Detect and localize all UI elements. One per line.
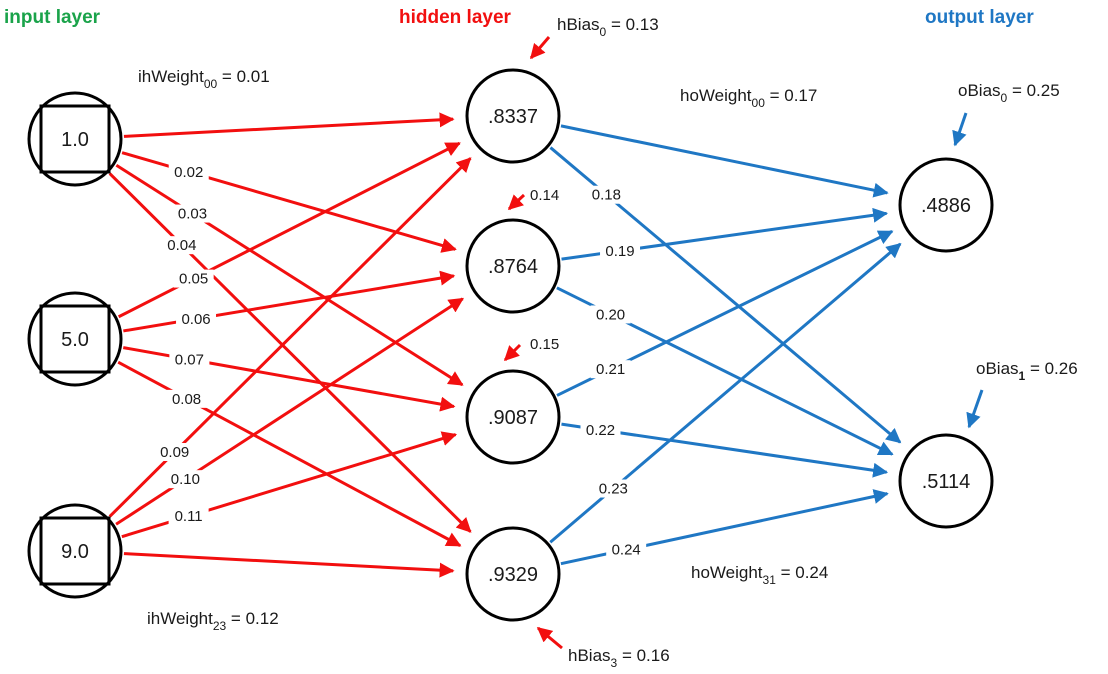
ho-weight-21-bg (580, 420, 621, 439)
weight-labels: 0.02 0.03 0.04 0.05 0.06 0.07 0.08 0.09 0.10 0.11… (154, 162, 647, 559)
ih-weight-13: 0.08 (172, 391, 201, 408)
hidden-node-1-value: .8764 (488, 256, 538, 278)
hidden-node-0: .8337 (465, 68, 561, 164)
output-bias-1-arrow (966, 389, 984, 429)
ih-edge-2-3 (123, 552, 455, 578)
ho-weight-31: 0.24 (612, 542, 641, 559)
input-node-2-value: 9.0 (61, 541, 89, 563)
ih-weight-20-bg (154, 442, 195, 461)
ih-weight-02: 0.03 (178, 206, 207, 223)
hidden-layer-title: hidden layer (399, 7, 512, 28)
output-bias-0-label: oBias0 = 0.25 (958, 81, 1060, 105)
hidden-bias-1-value: 0.14 (530, 187, 559, 204)
hidden-bias-2-arrow (503, 343, 522, 362)
output-node-1: .5114 (898, 433, 994, 529)
ih-weight-11: 0.06 (181, 311, 210, 328)
ih-weight-20: 0.09 (160, 444, 189, 461)
input-node-0: 1.0 (27, 91, 123, 187)
hidden-bias-0-arrow (529, 36, 551, 60)
output-bias-0-arrow (952, 112, 968, 147)
ih-weight-23-label: ihWeight23 = 0.12 (147, 609, 279, 633)
input-value-box (39, 104, 111, 174)
ih-weight-21-bg (165, 470, 206, 489)
ho-weight-00-label: hoWeight00 = 0.17 (680, 86, 817, 110)
hidden-bias-2-value: 0.15 (530, 336, 559, 353)
ih-weight-12: 0.07 (175, 351, 204, 368)
ih-weight-21: 0.10 (171, 471, 200, 488)
ih-weight-22-bg (168, 507, 209, 526)
ih-edge-2-0 (108, 157, 472, 518)
hidden-bias-3-arrow (536, 626, 563, 650)
ih-weight-12-bg (169, 350, 210, 369)
nodes: 1.0 5.0 9.0 .8337 .8764 .9087 .9329 .4886 .5114 (27, 68, 994, 622)
ih-weight-01: 0.02 (174, 164, 203, 181)
input-layer-title: input layer (4, 7, 101, 28)
ho-edge-0-0 (560, 124, 889, 198)
input-node-0-value: 1.0 (61, 129, 89, 151)
ih-edge-0-2 (115, 163, 464, 387)
input-node-2: 9.0 (27, 503, 123, 599)
ih-edge-0-3 (108, 172, 472, 533)
ih-edge-1-1 (123, 270, 456, 333)
ho-weight-10-bg (600, 241, 641, 260)
ih-weight-22: 0.11 (175, 508, 203, 525)
input-value-box (39, 516, 111, 586)
ho-weight-01-bg (586, 185, 627, 204)
input-node-1-value: 5.0 (61, 329, 89, 351)
ho-weight-31-bg (606, 540, 647, 559)
ho-weight-31-label: hoWeight31 = 0.24 (691, 563, 828, 587)
output-node-1-value: .5114 (922, 471, 971, 493)
ho-weight-11-bg (590, 305, 631, 324)
ho-weight-20: 0.21 (596, 361, 625, 378)
hidden-node-0-value: .8337 (488, 106, 538, 128)
hidden-node-3-value: .9329 (488, 564, 538, 586)
input-hidden-edges (108, 112, 472, 578)
hidden-bias-0-label: hBias0 = 0.13 (557, 15, 659, 39)
ho-weight-20-bg (590, 360, 631, 379)
ho-weight-21: 0.22 (586, 422, 615, 439)
ih-weight-01-bg (168, 162, 209, 181)
ih-weight-13-bg (166, 389, 207, 408)
ih-edge-2-1 (115, 297, 464, 526)
ho-weight-01: 0.18 (592, 187, 621, 204)
hidden-node-2: .9087 (465, 369, 561, 465)
hidden-bias-3-label: hBias3 = 0.16 (568, 646, 670, 670)
ho-weight-30: 0.23 (599, 481, 628, 498)
ih-weight-03-bg (161, 236, 202, 255)
ih-edge-1-0 (117, 141, 461, 319)
hidden-bias-1-arrow (507, 193, 526, 211)
ih-weight-03: 0.04 (167, 237, 196, 254)
output-node-0-value: .4886 (921, 195, 971, 217)
input-value-box (39, 304, 111, 374)
hidden-node-2-value: .9087 (488, 407, 538, 429)
output-layer-title: output layer (925, 7, 1034, 28)
ho-weight-30-bg (593, 479, 634, 498)
ih-weight-10: 0.05 (179, 271, 208, 288)
output-node-0: .4886 (898, 157, 994, 253)
hidden-node-1: .8764 (465, 218, 561, 314)
ih-weight-00-label: ihWeight00 = 0.01 (138, 67, 270, 91)
ih-edge-0-0 (123, 112, 455, 138)
output-bias-1-label: oBias1 = 0.26 (976, 359, 1078, 383)
ih-weight-10-bg (173, 269, 214, 288)
ho-weight-10: 0.19 (605, 243, 634, 260)
ih-weight-11-bg (176, 309, 217, 328)
ho-weight-11: 0.20 (596, 306, 625, 323)
input-node-1: 5.0 (27, 291, 123, 387)
hidden-node-3: .9329 (465, 526, 561, 622)
ih-weight-02-bg (172, 204, 213, 223)
